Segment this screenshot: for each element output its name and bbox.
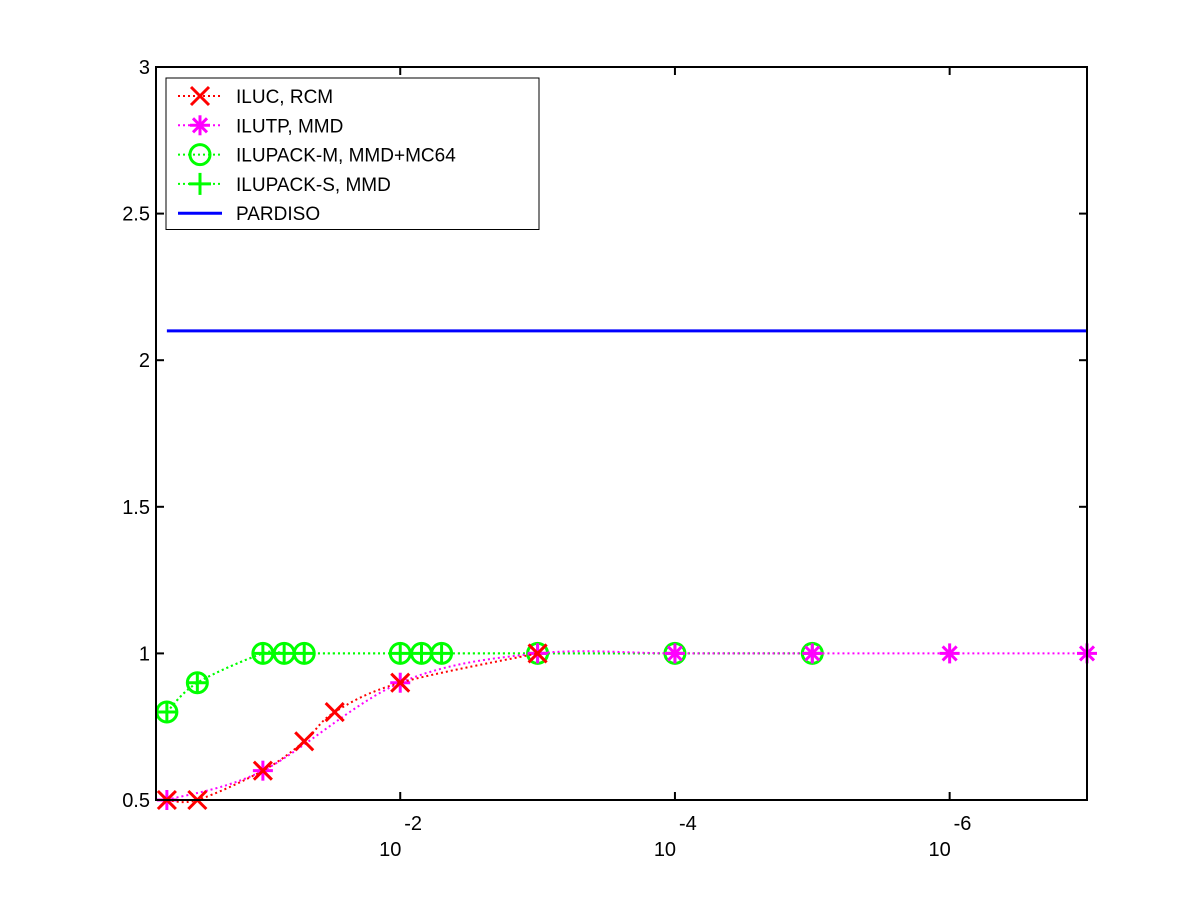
data-point — [294, 731, 315, 752]
ticks: 0.511.522.53-210-410-610 — [122, 57, 1087, 861]
legend-label: ILUPACK-S, MMD — [236, 175, 391, 196]
legend-entry: ILUPACK-M, MMD+MC64 — [178, 143, 456, 167]
legend-swatch-marker — [189, 85, 211, 107]
legend-swatch-marker — [188, 143, 212, 167]
series-line — [166, 650, 813, 713]
x-tick-label: -610 — [929, 813, 972, 861]
x-tick-base: 10 — [654, 839, 676, 861]
legend-label: ILUC, RCM — [236, 87, 333, 108]
data-point — [430, 641, 454, 665]
legend-entry: ILUC, RCM — [178, 85, 333, 108]
legend: ILUC, RCM ILUTP, MMD ILUPACK-M, MMD+MC64 IL… — [165, 77, 540, 230]
data-point — [939, 643, 960, 664]
x-tick-base: 10 — [929, 839, 951, 861]
y-tick-label: 3 — [139, 57, 150, 79]
data-point — [292, 641, 316, 665]
legend-label: ILUPACK-M, MMD+MC64 — [236, 146, 456, 167]
legend-label: ILUTP, MMD — [236, 116, 343, 137]
data-point — [664, 643, 685, 664]
x-tick-label: -410 — [654, 813, 697, 861]
data-point — [802, 643, 823, 664]
x-tick-exponent: -2 — [404, 813, 422, 835]
legend-swatch-marker — [189, 172, 211, 195]
y-tick-label: 0.5 — [122, 790, 150, 812]
x-tick-label: -210 — [379, 813, 422, 861]
legend-swatch-marker — [190, 115, 210, 136]
legend-box — [165, 77, 540, 230]
data-point — [389, 642, 412, 665]
y-tick-label: 2 — [139, 350, 150, 372]
y-tick-label: 2.5 — [122, 204, 150, 226]
data-point — [527, 643, 548, 664]
legend-entry: PARDISO — [178, 204, 320, 225]
series-line — [166, 650, 1087, 801]
y-tick-label: 1 — [139, 643, 150, 665]
data-point — [186, 671, 209, 694]
x-tick-exponent: -6 — [954, 813, 972, 835]
legend-label: PARDISO — [236, 204, 320, 225]
data-point — [324, 701, 345, 723]
x-tick-base: 10 — [379, 839, 401, 861]
data-point — [251, 642, 274, 665]
plot-frame — [155, 66, 1088, 801]
y-tick-label: 1.5 — [122, 497, 150, 519]
x-tick-exponent: -4 — [679, 813, 697, 835]
data-point — [390, 672, 411, 693]
legend-entry: ILUTP, MMD — [178, 115, 343, 137]
legend-entry: ILUPACK-S, MMD — [178, 172, 391, 196]
data-point — [252, 760, 273, 781]
data-point — [185, 671, 209, 695]
